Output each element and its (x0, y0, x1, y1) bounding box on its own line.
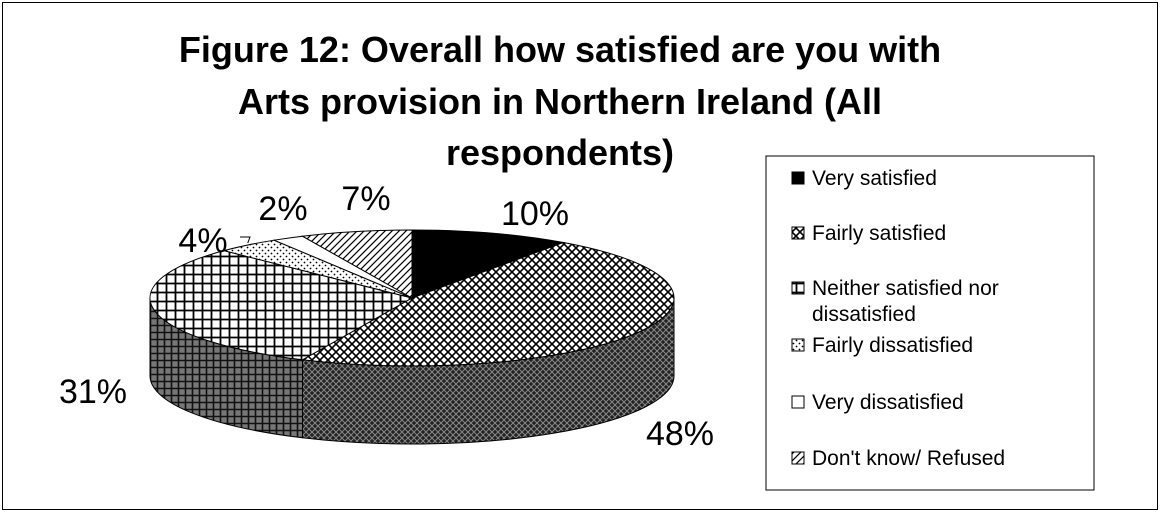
legend-item-fairly-dissatisfied: Fairly dissatisfied (791, 334, 973, 357)
legend-swatch (791, 338, 805, 352)
legend-items: Very satisfied Fairly satisfied Neither sa… (791, 167, 1005, 470)
legend-item-dont-know-refused: Don't know/ Refused (791, 447, 1005, 470)
legend-swatch (791, 281, 805, 295)
legend-item-fairly-satisfied: Fairly satisfied (791, 222, 946, 245)
pie-slices (149, 229, 675, 367)
pie-slice-fairly-satisfied (300, 241, 675, 367)
chart-title-line-1: Figure 12: Overall how satisfied are you… (179, 29, 941, 70)
pie-slice-dont-know-refused (300, 229, 413, 299)
legend-item-neither: Neither satisfied nor dissatisfied (791, 277, 999, 326)
pie-data-labels: 10% 48% 31% 4% 2% 7% (59, 180, 714, 453)
legend-swatch (791, 395, 805, 409)
leader-line (240, 236, 251, 244)
legend-label: Don't know/ Refused (812, 447, 1005, 470)
legend-swatch (791, 226, 805, 240)
legend-swatch (791, 451, 805, 465)
legend-label: Fairly dissatisfied (812, 334, 973, 357)
legend-item-very-dissatisfied: Very dissatisfied (791, 391, 964, 414)
legend-label: Fairly satisfied (812, 222, 946, 245)
data-label-fairly-satisfied: 48% (646, 415, 714, 453)
chart-title-line-2: Arts provision in Northern Ireland (All (238, 81, 882, 122)
data-label-dont-know-refused: 7% (341, 180, 390, 218)
legend-label: Very satisfied (812, 167, 937, 190)
data-label-fairly-dissatisfied: 4% (178, 222, 227, 260)
legend-label: Very dissatisfied (812, 391, 964, 414)
legend-label: Neither satisfied nor (812, 277, 999, 300)
pie-slice-neither (149, 250, 414, 361)
data-label-very-dissatisfied: 2% (258, 190, 307, 228)
data-label-very-satisfied: 10% (501, 195, 569, 233)
pie-slice-very-satisfied (411, 229, 566, 299)
chart-title: Figure 12: Overall how satisfied are you… (179, 29, 941, 173)
legend-box (765, 155, 1095, 491)
legend: Very satisfied Fairly satisfied Neither sa… (765, 155, 1095, 491)
chart-title-line-3: respondents) (446, 132, 674, 173)
legend-swatch (791, 171, 805, 185)
legend-item-very-satisfied: Very satisfied (791, 167, 937, 190)
data-label-neither: 31% (59, 373, 127, 411)
legend-label: dissatisfied (812, 303, 916, 326)
